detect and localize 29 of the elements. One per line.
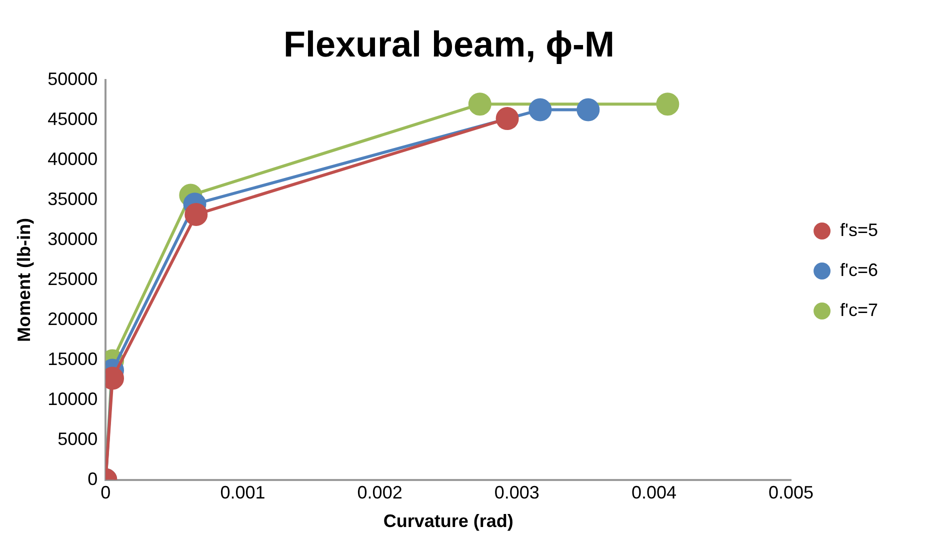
y-tick-label: 5000 xyxy=(58,428,98,449)
y-tick-label: 50000 xyxy=(48,69,98,90)
x-tick-label: 0.002 xyxy=(357,482,402,503)
x-tick-label: 0.004 xyxy=(631,482,676,503)
y-tick-label: 0 xyxy=(88,468,98,489)
y-tick-label: 10000 xyxy=(48,388,98,409)
y-tick-label: 20000 xyxy=(48,308,98,329)
y-tick-label: 25000 xyxy=(48,268,98,289)
point xyxy=(184,202,208,226)
point xyxy=(576,98,600,122)
point xyxy=(496,107,519,130)
y-tick-label: 40000 xyxy=(48,149,98,170)
y-tick-label: 35000 xyxy=(48,189,98,210)
x-tick-label: 0.005 xyxy=(768,482,814,503)
legend-label: f'c=6 xyxy=(840,260,878,280)
y-tick-label: 45000 xyxy=(48,109,98,130)
y-axis-title: Moment (lb-in) xyxy=(14,218,34,342)
legend-label: f's=5 xyxy=(840,220,878,240)
y-tick-label: 30000 xyxy=(48,229,98,250)
x-tick-label: 0.001 xyxy=(220,482,266,503)
x-axis-title: Curvature (rad) xyxy=(383,511,514,532)
legend-label: f'c=7 xyxy=(840,300,878,320)
point xyxy=(656,92,680,116)
y-tick-label: 15000 xyxy=(48,348,98,369)
x-tick-label: 0 xyxy=(100,482,111,503)
point xyxy=(528,98,552,122)
point xyxy=(468,92,492,116)
chart-title: Flexural beam, ϕ-M xyxy=(283,24,615,65)
x-tick-label: 0.003 xyxy=(494,482,540,503)
